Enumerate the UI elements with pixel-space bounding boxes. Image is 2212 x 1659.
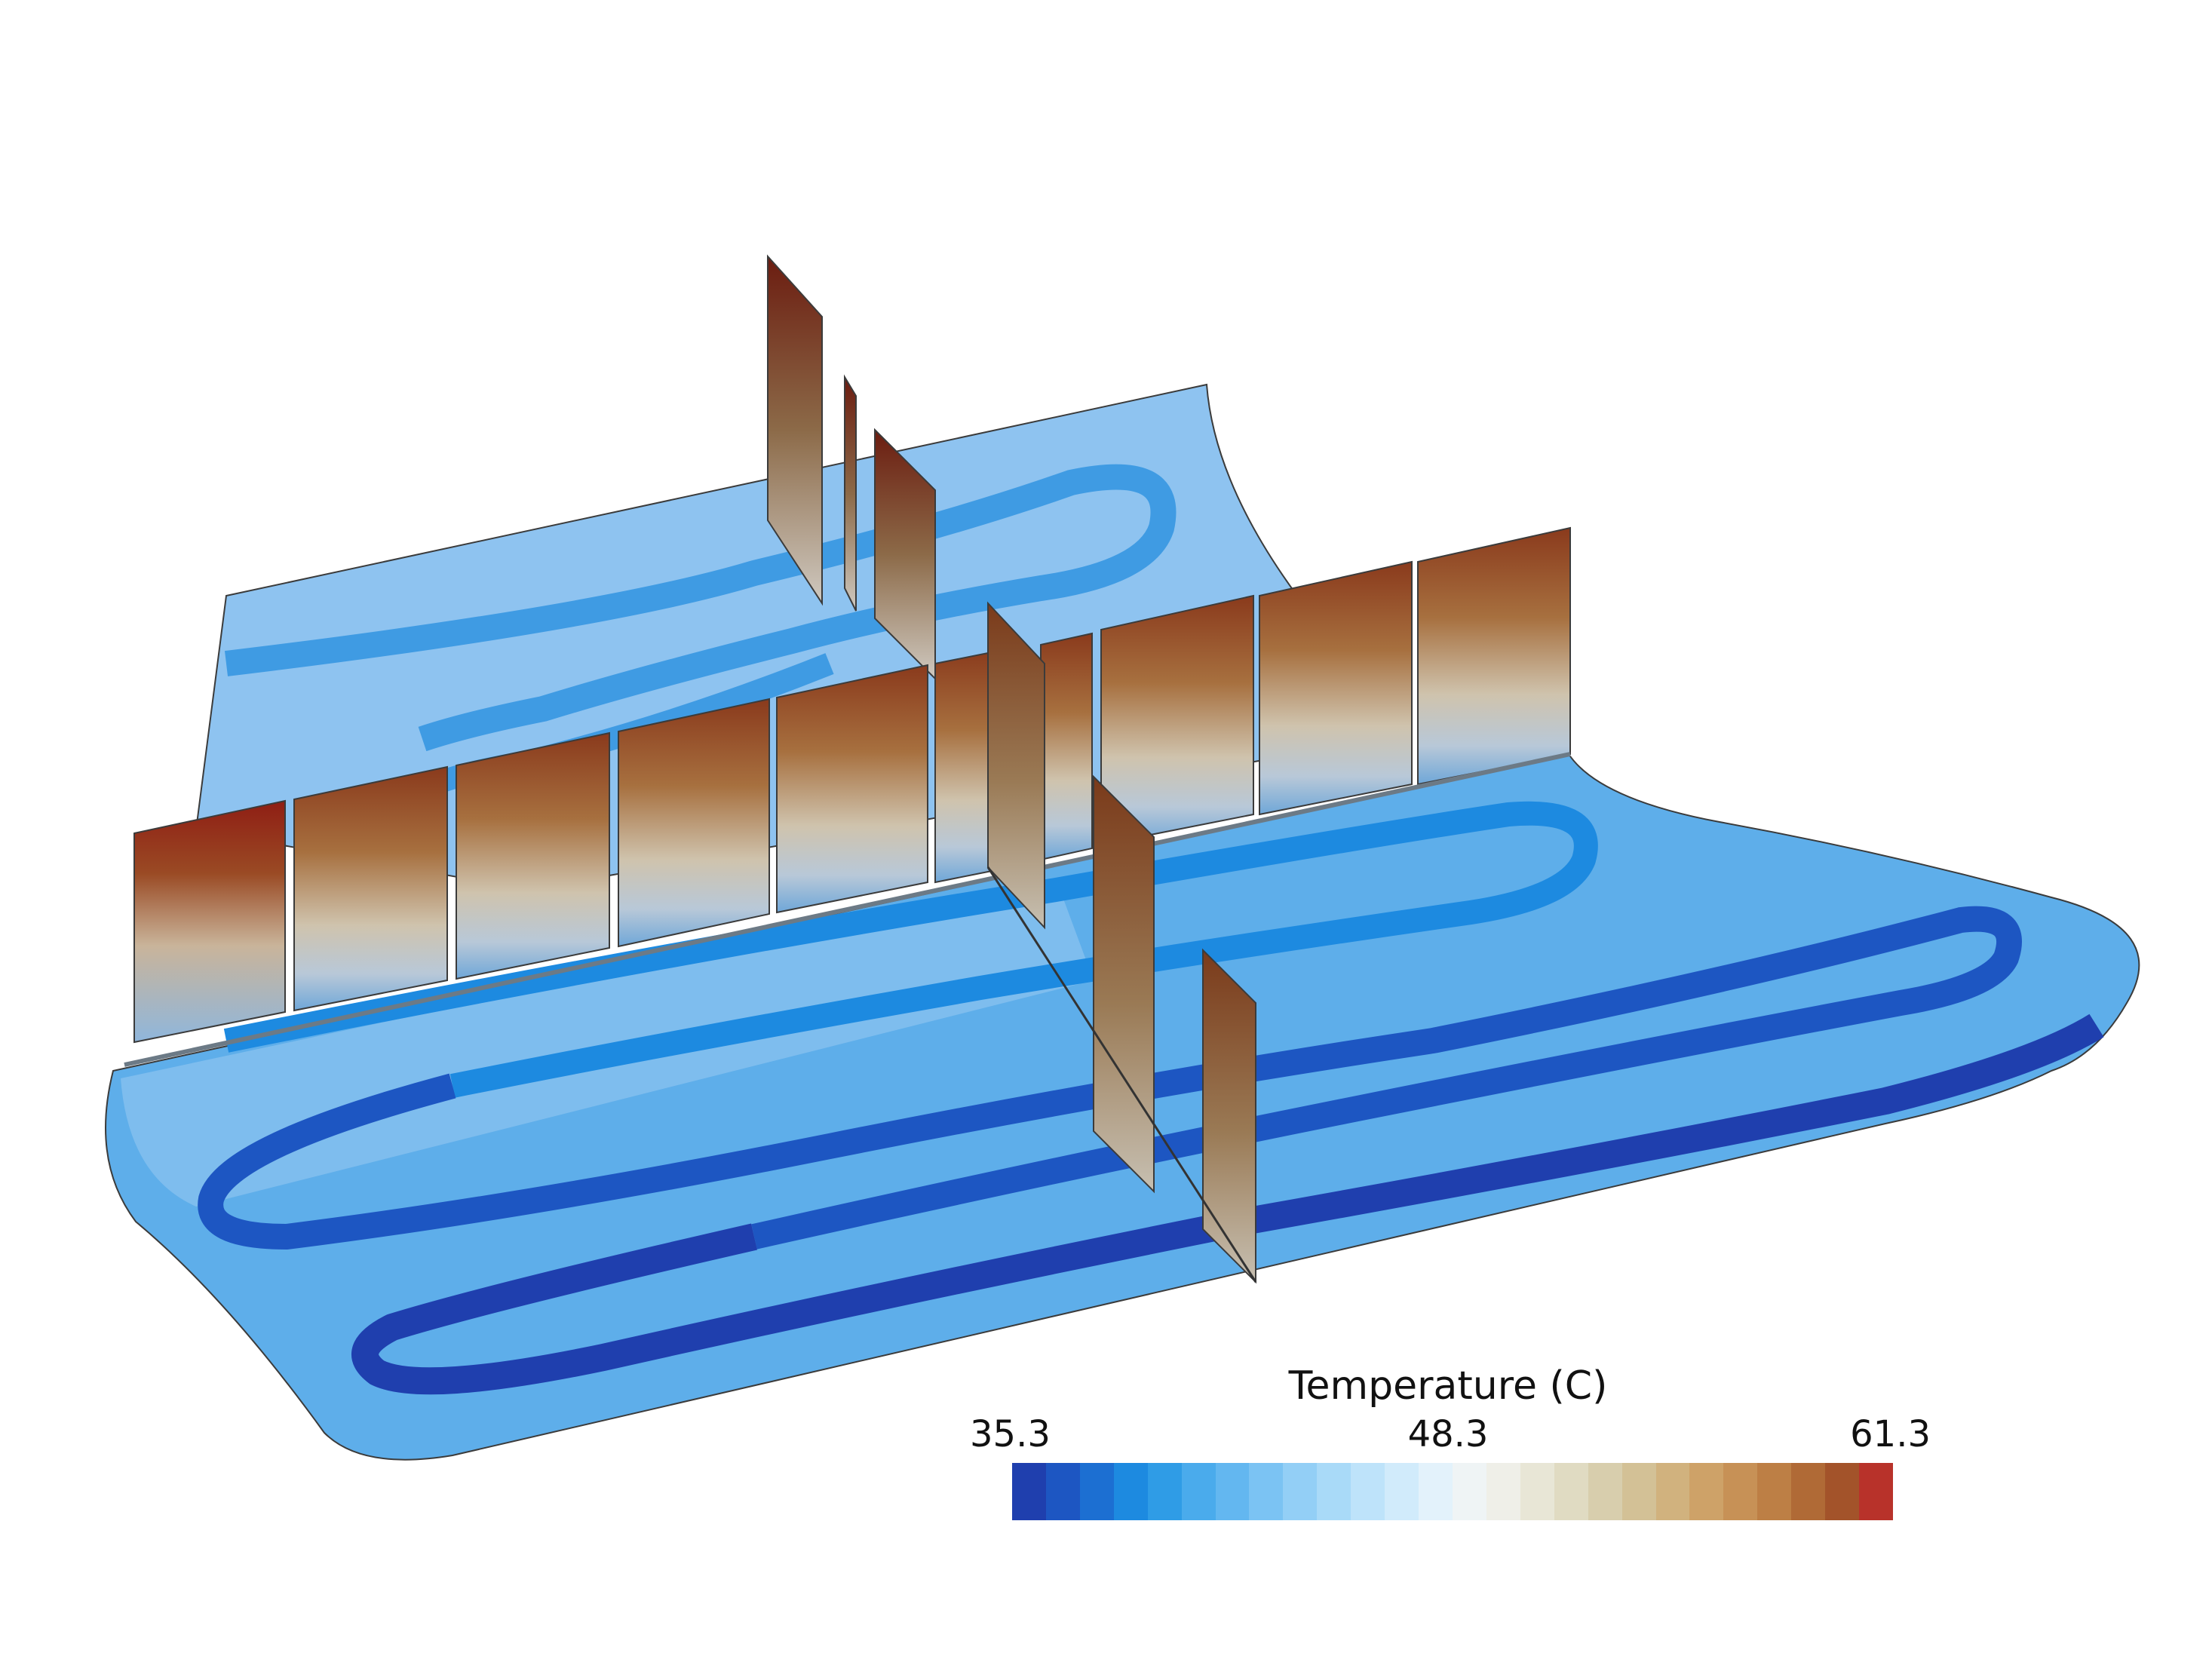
temperature-panel [618,698,770,948]
colorbar-segment [1045,1463,1080,1520]
vertical-slice [1093,774,1155,1194]
colorbar-segment [1791,1463,1826,1520]
legend-max-label: 61.3 [1850,1413,1931,1455]
colorbar-segment [1554,1463,1588,1520]
colorbar-segment [1588,1463,1622,1520]
cooling-channel [223,801,1598,1098]
colorbar [1012,1463,1893,1520]
colorbar-segment [1147,1463,1182,1520]
colorbar-segment [1283,1463,1318,1520]
colorbar-segment [1317,1463,1351,1520]
colorbar-segment [1215,1463,1250,1520]
colorbar-segment [1181,1463,1216,1520]
temperature-panel [1417,526,1571,786]
temperature-panel [133,799,286,1044]
temperature-panel [1040,632,1093,861]
legend-title: Temperature (C) [1288,1363,1608,1409]
colorbar-segment [1419,1463,1453,1520]
colorbar-segment [1113,1463,1148,1520]
temperature-panel [1100,594,1254,846]
colorbar-segment [1452,1463,1486,1520]
colorbar-segment [1825,1463,1860,1520]
colorbar-segment [1723,1463,1758,1520]
temperature-panel [293,765,448,1012]
legend-mid-label: 48.3 [1407,1413,1489,1455]
colorbar-segment [1520,1463,1554,1520]
colorbar-segment [1689,1463,1724,1520]
legend-min-label: 35.3 [970,1413,1051,1455]
colorbar-segment [1757,1463,1792,1520]
vertical-slice [987,601,1045,930]
colorbar-segment [1385,1463,1419,1520]
colorbar-segment [1859,1463,1893,1520]
colorbar-segment [1079,1463,1114,1520]
colorbar-segment [1486,1463,1520,1520]
temperature-panel [1259,560,1413,816]
vertical-slice [1202,948,1256,1284]
vertical-slice [767,254,823,606]
temperature-panel [776,664,928,914]
panel-base-edge [124,752,1571,1067]
cooling-channel [351,1013,2104,1395]
temperature-panel [456,731,610,980]
colorbar-segment [1621,1463,1656,1520]
back-channel [224,464,1177,752]
vertical-slice [844,374,857,612]
colorbar-segment [1012,1463,1046,1520]
colorbar-segment [1655,1463,1690,1520]
colorbar-segment [1249,1463,1284,1520]
slice-cut-line [986,866,1257,1283]
cooling-channel [198,906,2022,1250]
colorbar-segment [1351,1463,1385,1520]
